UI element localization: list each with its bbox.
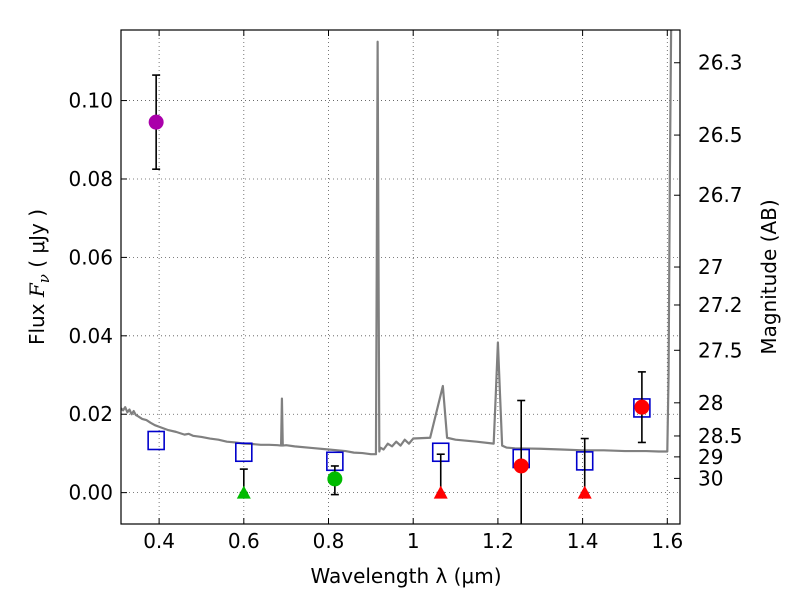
data-point-red bbox=[634, 399, 650, 415]
y-axis-title-prefix: Flux bbox=[25, 297, 49, 345]
y2-tick-label: 28 bbox=[698, 391, 723, 415]
data-point-magenta bbox=[148, 114, 164, 130]
upper-limit-triangle-green bbox=[236, 485, 251, 499]
plot-frame bbox=[120, 29, 681, 525]
y2-tick-label: 28.5 bbox=[698, 424, 743, 448]
y-tick-label: 0.06 bbox=[68, 245, 113, 269]
y2-tick-label: 27 bbox=[698, 255, 723, 279]
y-axis-title-subscript: ν bbox=[35, 274, 53, 283]
y2-tick-label: 27.5 bbox=[698, 338, 743, 362]
y-tick-label: 0.02 bbox=[68, 402, 113, 426]
y2-tick-label: 27.2 bbox=[698, 293, 743, 317]
tick-labels-layer: 0.4 0.6 0.8 1 1.2 1.4 1.6 0.00 0.02 0.04 0.06 0.08 0… bbox=[68, 51, 742, 553]
x-tick-label: 1.4 bbox=[567, 529, 599, 553]
model-photometry-square bbox=[147, 430, 165, 451]
x-axis-title: Wavelength λ (μm) bbox=[310, 564, 501, 588]
y2-tick-label: 26.7 bbox=[698, 183, 743, 207]
y2-axis-title: Magnitude (AB) bbox=[757, 199, 781, 354]
data-point-red bbox=[513, 458, 529, 474]
y-axis-title-symbol: F bbox=[25, 282, 49, 298]
y-tick-label: 0.08 bbox=[68, 167, 113, 191]
model-sed-line bbox=[121, 30, 673, 456]
y-tick-label: 0.00 bbox=[68, 481, 113, 505]
x-tick-label: 0.6 bbox=[228, 529, 260, 553]
y2-tick-label: 26.3 bbox=[698, 51, 743, 75]
x-tick-label: 1.6 bbox=[651, 529, 683, 553]
x-tick-label: 1.2 bbox=[482, 529, 514, 553]
x-tick-label: 0.8 bbox=[313, 529, 345, 553]
y-axis-title: Flux Fν ( μJy ) bbox=[25, 209, 53, 345]
model-photometry-square bbox=[235, 442, 253, 463]
data-points-layer bbox=[147, 74, 651, 524]
y2-tick-label: 26.5 bbox=[698, 123, 743, 147]
upper-limit-triangle-red bbox=[433, 485, 448, 499]
model-sed-layer bbox=[121, 30, 673, 456]
y-tick-label: 0.04 bbox=[68, 324, 113, 348]
x-tick-label: 1 bbox=[407, 529, 420, 553]
y2-tick-label: 30 bbox=[698, 466, 723, 490]
data-point-green bbox=[327, 471, 343, 487]
y-tick-label: 0.10 bbox=[68, 89, 113, 113]
upper-limit-triangle-red bbox=[577, 485, 592, 499]
x-tick-label: 0.4 bbox=[143, 529, 175, 553]
y2-tick-label: 29 bbox=[698, 445, 723, 469]
y-axis-title-suffix: ( μJy ) bbox=[25, 209, 49, 274]
ticks-layer bbox=[121, 30, 680, 524]
